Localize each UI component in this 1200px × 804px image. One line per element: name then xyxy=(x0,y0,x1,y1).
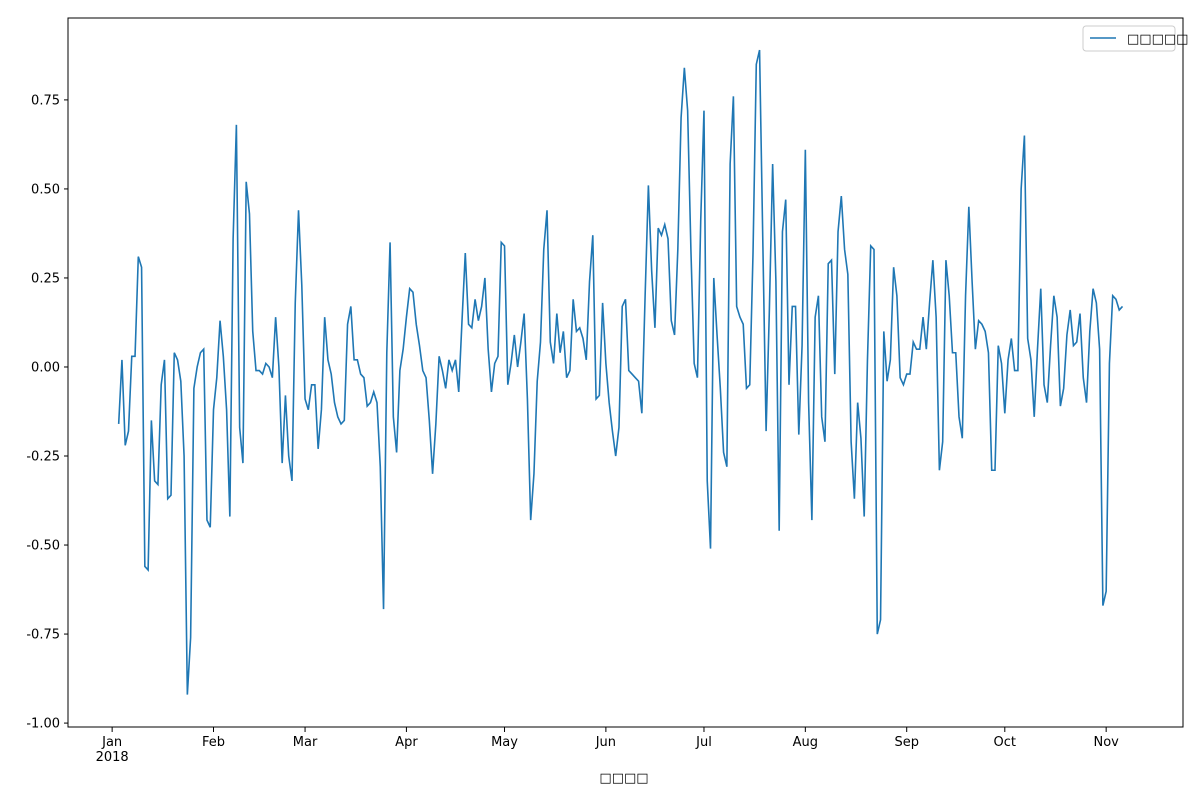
x-tick-label: Jan 2018 xyxy=(96,735,129,765)
legend-box xyxy=(1082,25,1176,52)
x-tick-label: Sep xyxy=(894,735,919,750)
y-tick-label: 0.75 xyxy=(31,93,60,108)
y-tick-label: -0.50 xyxy=(26,539,60,554)
x-tick-label: Aug xyxy=(793,735,818,750)
x-tick-label: Oct xyxy=(994,735,1016,750)
x-tick-label: Jun xyxy=(595,735,616,750)
y-tick-label: -0.75 xyxy=(26,628,60,643)
x-tick-label: Mar xyxy=(293,735,318,750)
legend-label: □□□□□ xyxy=(1127,32,1188,47)
x-tick-label: May xyxy=(491,735,518,750)
x-axis-label: □□□□ xyxy=(599,771,648,786)
plot-frame xyxy=(67,17,1184,728)
x-tick-label: Apr xyxy=(395,735,418,750)
y-tick-label: 0.50 xyxy=(31,182,60,197)
x-tick-label: Feb xyxy=(202,735,225,750)
y-tick-label: -0.25 xyxy=(26,450,60,465)
x-tick-label: Jul xyxy=(695,735,712,750)
y-tick-label: 0.25 xyxy=(31,271,60,286)
y-tick-label: 0.00 xyxy=(31,360,60,375)
y-tick-label: -1.00 xyxy=(26,717,60,732)
x-tick-label: Nov xyxy=(1093,735,1119,750)
data-line xyxy=(117,49,1124,695)
